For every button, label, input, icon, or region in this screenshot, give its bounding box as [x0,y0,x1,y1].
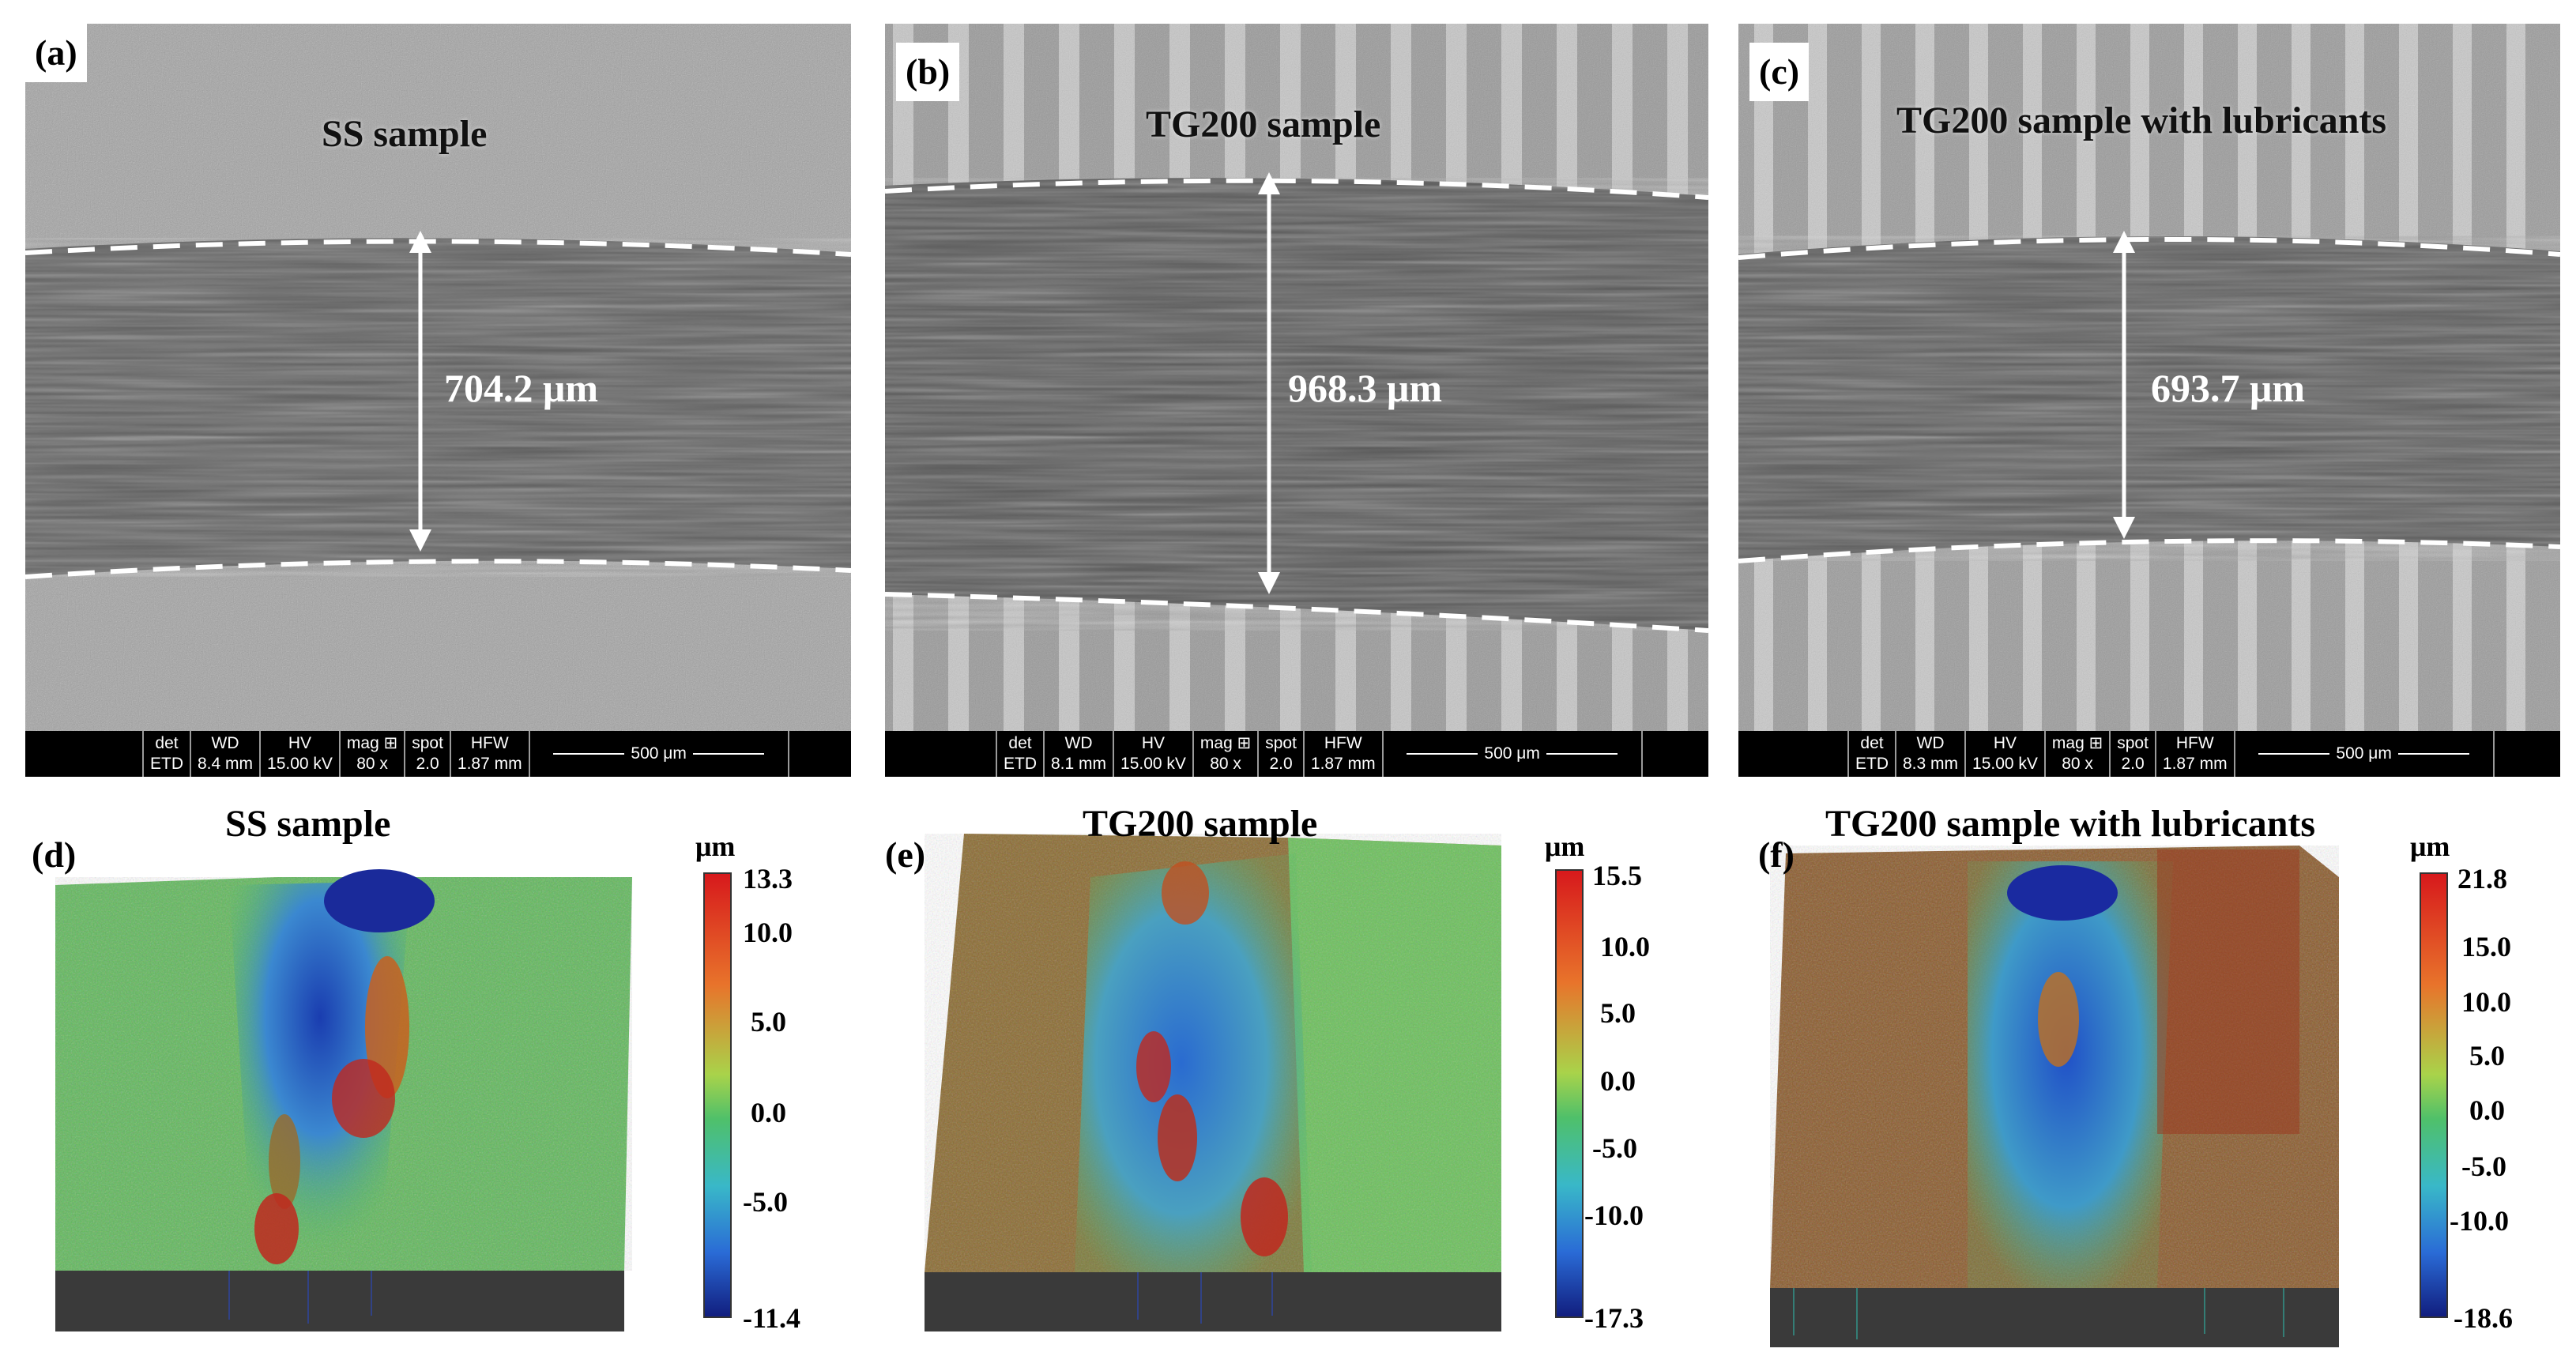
colorbar-tick-e: -5.0 [1592,1132,1637,1164]
info-spot: spot 2.0 [404,731,450,777]
profile-surface-e [925,834,1501,1331]
colorbar-min-f: -18.6 [2454,1302,2513,1334]
colorbar-f [2420,872,2448,1318]
info-hv: HV 15.00 kV [1113,731,1192,777]
colorbar-tick-d: -5.0 [743,1186,788,1218]
measurement-c: 693.7 μm [2151,366,2305,410]
info-wd: WD 8.1 mm [1043,731,1113,777]
info-spot: spot 2.0 [2109,731,2155,777]
colorbar-max-e: 15.5 [1592,860,1642,891]
colorbar-tick-e: 5.0 [1600,997,1636,1029]
sem-micrograph-b [885,24,1708,731]
colorbar-unit-f: μm [2410,831,2450,862]
panel-label-f: (f) [1758,834,1795,875]
colorbar-tick-e: -10.0 [1584,1200,1644,1231]
sem-info-bar-c: det ETD WD 8.3 mm HV 15.00 kV mag ⊞ 80 x spo… [1738,731,2560,777]
info-det: det ETD [142,731,190,777]
colorbar-tick-f: 5.0 [2469,1040,2505,1072]
colorbar-e [1555,869,1584,1318]
panel-label-c: (c) [1749,43,1810,101]
info-hfw: HFW 1.87 mm [2154,731,2234,777]
sem-title-a: SS sample [322,113,488,155]
info-hv: HV 15.00 kV [259,731,339,777]
sem-info-bar-a: det ETD WD 8.4 mm HV 15.00 kV mag ⊞ 80 x spo… [25,731,851,777]
profile-surface-d [55,869,632,1331]
profile-title-f: TG200 sample with lubricants [1825,803,2316,845]
colorbar-max-d: 13.3 [743,863,793,895]
colorbar-tick-f: 15.0 [2461,931,2511,962]
colorbar-tick-f: -10.0 [2450,1205,2509,1237]
colorbar-unit-e: μm [1545,831,1585,862]
sem-micrograph-a [25,24,851,731]
colorbar-d [703,872,732,1318]
panel-label-d: (d) [32,834,77,875]
scale-bar-c: 500 μm [2233,731,2495,777]
colorbar-tick-d: 5.0 [751,1006,786,1038]
profile-title-d: SS sample [225,803,391,845]
info-det: det ETD [996,731,1043,777]
panel-label-a: (a) [25,24,87,82]
colorbar-max-f: 21.8 [2457,863,2507,895]
measurement-b: 968.3 μm [1288,366,1442,410]
sem-title-b: TG200 sample [1146,104,1381,145]
colorbar-tick-d: 0.0 [751,1097,786,1128]
info-wd: WD 8.4 mm [190,731,259,777]
info-spot: spot 2.0 [1257,731,1303,777]
sem-image-b: (b) TG200 sample 968.3 μm det ETD WD 8.1 m… [885,24,1708,777]
colorbar-tick-f: -5.0 [2461,1151,2506,1182]
info-mag: mag ⊞ 80 x [338,731,404,777]
info-det: det ETD [1847,731,1895,777]
info-hfw: HFW 1.87 mm [1302,731,1382,777]
info-wd: WD 8.3 mm [1895,731,1964,777]
colorbar-tick-e: 10.0 [1600,931,1650,962]
sem-info-bar-b: det ETD WD 8.1 mm HV 15.00 kV mag ⊞ 80 x spo… [885,731,1708,777]
sem-image-c: (c) TG200 sample with lubricants 693.7 μ… [1738,24,2560,777]
panel-label-e: (e) [885,834,926,875]
profile-surface-f [1770,846,2339,1347]
info-hfw: HFW 1.87 mm [449,731,529,777]
colorbar-tick-f: 10.0 [2461,986,2511,1018]
sem-title-c: TG200 sample with lubricants [1896,100,2387,141]
colorbar-tick-f: 0.0 [2469,1094,2505,1126]
info-hv: HV 15.00 kV [1964,731,2044,777]
scale-bar-b: 500 μm [1381,731,1643,777]
colorbar-min-e: -17.3 [1584,1302,1644,1334]
info-mag: mag ⊞ 80 x [1192,731,1257,777]
sem-image-a: (a) SS sample 704.2 μm det ETD WD 8.4 mm H… [25,24,851,777]
scale-bar-a: 500 μm [528,731,789,777]
colorbar-unit-d: μm [695,831,736,862]
panel-label-b: (b) [896,43,960,101]
measurement-a: 704.2 μm [444,366,598,410]
colorbar-min-d: -11.4 [743,1302,801,1334]
colorbar-tick-d: 10.0 [743,917,793,948]
profile-title-e: TG200 sample [1083,803,1318,845]
info-mag: mag ⊞ 80 x [2043,731,2109,777]
sem-micrograph-c [1738,24,2560,731]
colorbar-tick-e: 0.0 [1600,1065,1636,1097]
